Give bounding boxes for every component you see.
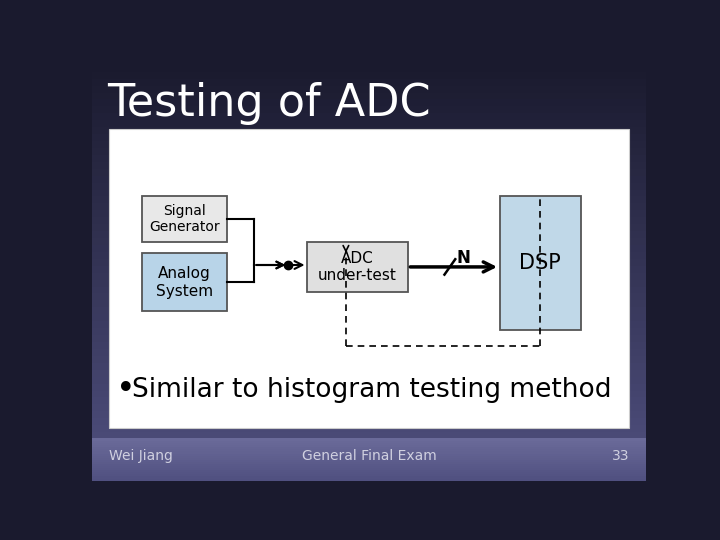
Bar (92, 176, 647, 183)
Bar (92, 418, 647, 425)
Bar (109, 130, 629, 428)
Bar (92, 467, 647, 470)
Bar (92, 335, 647, 342)
Bar (92, 460, 647, 467)
Bar (92, 280, 647, 287)
Bar (92, 457, 647, 460)
Text: 33: 33 (612, 449, 629, 463)
Bar (92, 463, 647, 466)
Bar (92, 425, 647, 432)
Bar (92, 294, 647, 300)
Bar (92, 224, 647, 231)
Bar (92, 459, 647, 462)
Bar (92, 273, 647, 280)
Bar (142, 195, 227, 242)
Bar (92, 446, 647, 453)
Bar (92, 328, 647, 335)
Bar (92, 141, 647, 148)
Bar (92, 465, 647, 468)
Bar (92, 99, 647, 106)
Bar (92, 197, 647, 204)
Text: Testing of ADC: Testing of ADC (107, 82, 431, 125)
Bar (92, 238, 647, 245)
Bar (92, 370, 647, 377)
Text: Signal
Generator: Signal Generator (149, 204, 220, 234)
Bar (92, 245, 647, 252)
Bar (92, 471, 647, 474)
Bar (92, 451, 647, 454)
Bar (92, 72, 647, 79)
Bar (92, 266, 647, 273)
Bar (92, 476, 647, 478)
Bar (92, 217, 647, 224)
Bar (92, 411, 647, 418)
Bar (92, 287, 647, 294)
Bar (307, 242, 408, 292)
Text: DSP: DSP (519, 253, 561, 273)
Bar (92, 444, 647, 447)
Bar (92, 449, 647, 451)
Bar (92, 390, 647, 397)
Bar (92, 190, 647, 197)
Bar (92, 467, 647, 474)
Bar (92, 134, 647, 141)
Bar (92, 231, 647, 238)
Text: Similar to histogram testing method: Similar to histogram testing method (132, 377, 611, 403)
Bar (92, 442, 647, 446)
Bar (92, 453, 647, 456)
Bar (92, 321, 647, 328)
Bar (92, 349, 647, 356)
Bar (92, 85, 647, 92)
Text: •: • (117, 373, 136, 406)
Bar (92, 377, 647, 383)
Bar (92, 106, 647, 113)
Bar (92, 92, 647, 99)
Bar (92, 469, 647, 472)
Bar (92, 356, 647, 363)
Bar (92, 455, 647, 458)
Bar (92, 383, 647, 390)
Bar (92, 440, 647, 443)
Bar (92, 478, 647, 481)
Bar (92, 461, 647, 464)
Bar (92, 397, 647, 404)
Bar (92, 307, 647, 314)
Text: Analog
System: Analog System (156, 266, 213, 299)
Bar (92, 259, 647, 266)
Bar (92, 453, 647, 460)
Bar (92, 162, 647, 168)
Bar (92, 127, 647, 134)
Bar (92, 439, 647, 446)
Bar (92, 168, 647, 176)
Bar (92, 474, 647, 481)
Bar (92, 252, 647, 259)
Text: N: N (456, 249, 471, 267)
Text: ADC
under-test: ADC under-test (318, 251, 397, 283)
Bar (92, 314, 647, 321)
Bar (500, 195, 581, 330)
Bar (92, 342, 647, 349)
Text: Wei Jiang: Wei Jiang (109, 449, 173, 463)
Bar (92, 204, 647, 211)
Bar (92, 120, 647, 127)
Bar (92, 113, 647, 120)
Bar (92, 404, 647, 411)
Bar (92, 300, 647, 307)
Bar (92, 183, 647, 190)
Bar (92, 432, 647, 439)
Bar (92, 474, 647, 476)
Bar (92, 148, 647, 155)
Bar (92, 447, 647, 449)
Bar (142, 253, 227, 311)
Bar (92, 155, 647, 162)
Bar (92, 438, 647, 441)
Bar (92, 79, 647, 85)
Bar (92, 65, 647, 72)
Bar (92, 210, 647, 217)
Bar (92, 363, 647, 370)
Text: General Final Exam: General Final Exam (302, 449, 436, 463)
